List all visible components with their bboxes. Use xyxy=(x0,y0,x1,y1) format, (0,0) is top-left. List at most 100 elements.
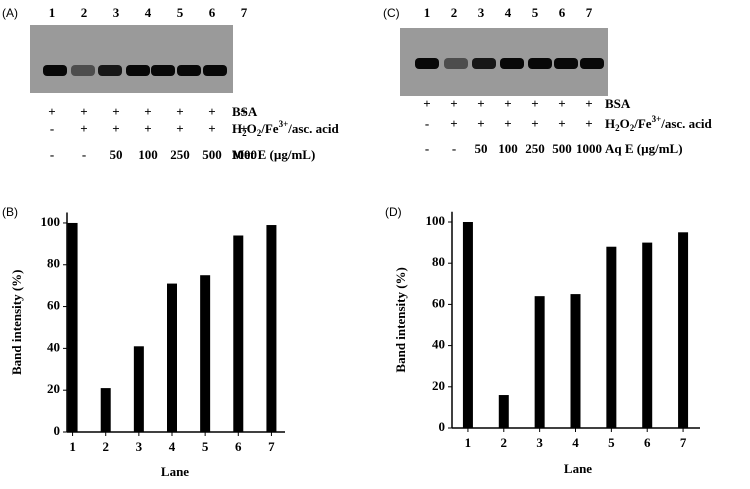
gel-band xyxy=(444,58,468,69)
gel-band xyxy=(177,65,201,76)
lane-sign: + xyxy=(208,121,215,136)
gel-band xyxy=(43,65,67,76)
y-tick-label: 100 xyxy=(41,214,61,229)
lane-sign: 500 xyxy=(552,141,572,156)
gel-image xyxy=(30,25,233,93)
lane-sign: + xyxy=(504,96,511,111)
lane-sign: 250 xyxy=(170,147,190,162)
lane-number: 1 xyxy=(49,5,56,20)
lane-sign: + xyxy=(558,116,565,131)
gel-band xyxy=(580,58,604,69)
lane-sign: 500 xyxy=(202,147,222,162)
row-label-part: H xyxy=(232,121,242,136)
row-label-part: O xyxy=(620,116,630,131)
bar xyxy=(678,232,689,428)
lane-number: 7 xyxy=(241,5,248,20)
panel-label: (A) xyxy=(2,6,18,20)
lane-number: 4 xyxy=(145,5,152,20)
lane-sign: + xyxy=(176,121,183,136)
row-label-part: 2 xyxy=(615,123,620,133)
lane-sign: - xyxy=(82,147,86,162)
bar xyxy=(462,222,473,428)
gel-band xyxy=(151,65,175,76)
lane-number: 4 xyxy=(505,5,512,20)
lane-sign: + xyxy=(585,96,592,111)
lane-sign: + xyxy=(450,96,457,111)
row-label: Aq E (µg/mL) xyxy=(605,141,683,156)
x-tick-label: 7 xyxy=(680,435,687,450)
lane-sign: 50 xyxy=(475,141,488,156)
lane-sign: + xyxy=(208,104,215,119)
lane-number: 1 xyxy=(424,5,431,20)
y-tick-label: 80 xyxy=(47,256,60,271)
x-axis-label: Lane xyxy=(161,464,189,479)
bar xyxy=(642,242,653,428)
row-label: BSA xyxy=(232,104,258,119)
y-tick-label: 40 xyxy=(47,339,60,354)
y-tick-label: 20 xyxy=(47,381,60,396)
row-label: H2O2/Fe3+/asc. acid xyxy=(232,119,340,138)
lane-sign: + xyxy=(504,116,511,131)
panel-label: (B) xyxy=(2,205,18,219)
row-label-part: /asc. acid xyxy=(660,116,712,131)
y-tick-label: 40 xyxy=(432,337,445,352)
gel-band xyxy=(98,65,122,76)
row-label-part: /Fe xyxy=(260,121,279,136)
lane-number: 2 xyxy=(451,5,458,20)
y-tick-label: 100 xyxy=(426,213,446,228)
row-label: Met E (µg/mL) xyxy=(232,147,315,162)
lane-sign: + xyxy=(112,104,119,119)
lane-sign: + xyxy=(450,116,457,131)
x-tick-label: 2 xyxy=(102,439,109,454)
bar xyxy=(498,395,509,428)
lane-sign: + xyxy=(80,121,87,136)
row-label-part: /asc. acid xyxy=(287,121,339,136)
lane-sign: 1000 xyxy=(576,141,602,156)
row-label-part: H xyxy=(605,116,615,131)
lane-sign: + xyxy=(240,121,247,136)
lane-sign: + xyxy=(531,116,538,131)
lane-number: 2 xyxy=(81,5,88,20)
x-axis-label: Lane xyxy=(564,461,592,476)
row-label-part: 2 xyxy=(257,128,262,138)
lane-sign: 250 xyxy=(525,141,545,156)
lane-sign: + xyxy=(531,96,538,111)
gel-band xyxy=(203,65,227,76)
bar xyxy=(266,225,277,432)
gel-band xyxy=(126,65,150,76)
y-axis-label: Band intensity (%) xyxy=(393,267,408,372)
x-tick-label: 1 xyxy=(69,439,76,454)
x-tick-label: 7 xyxy=(268,439,275,454)
lane-sign: - xyxy=(425,116,429,131)
lane-sign: + xyxy=(477,116,484,131)
row-label: H2O2/Fe3+/asc. acid xyxy=(605,114,713,133)
lane-sign: + xyxy=(48,104,55,119)
bar xyxy=(606,246,617,428)
lane-number: 7 xyxy=(586,5,593,20)
lane-number: 3 xyxy=(113,5,120,20)
y-tick-label: 20 xyxy=(432,378,445,393)
y-tick-label: 60 xyxy=(432,295,445,310)
bar xyxy=(200,275,211,432)
x-tick-label: 1 xyxy=(465,435,472,450)
gel-band xyxy=(500,58,524,69)
x-tick-label: 5 xyxy=(608,435,615,450)
gel-band xyxy=(472,58,496,69)
lane-sign: + xyxy=(144,121,151,136)
row-label-part: 3+ xyxy=(279,119,289,129)
lane-number: 6 xyxy=(209,5,216,20)
lane-sign: 100 xyxy=(138,147,158,162)
bar xyxy=(233,235,244,432)
x-tick-label: 2 xyxy=(501,435,508,450)
y-axis-label: Band intensity (%) xyxy=(9,270,24,375)
bar xyxy=(100,388,111,432)
lane-sign: - xyxy=(50,147,54,162)
y-tick-label: 0 xyxy=(54,423,61,438)
lane-sign: + xyxy=(558,96,565,111)
lane-sign: + xyxy=(423,96,430,111)
panel-label: (C) xyxy=(383,6,400,20)
bar xyxy=(570,294,581,428)
x-tick-label: 3 xyxy=(136,439,143,454)
panel-label: (D) xyxy=(385,205,402,219)
